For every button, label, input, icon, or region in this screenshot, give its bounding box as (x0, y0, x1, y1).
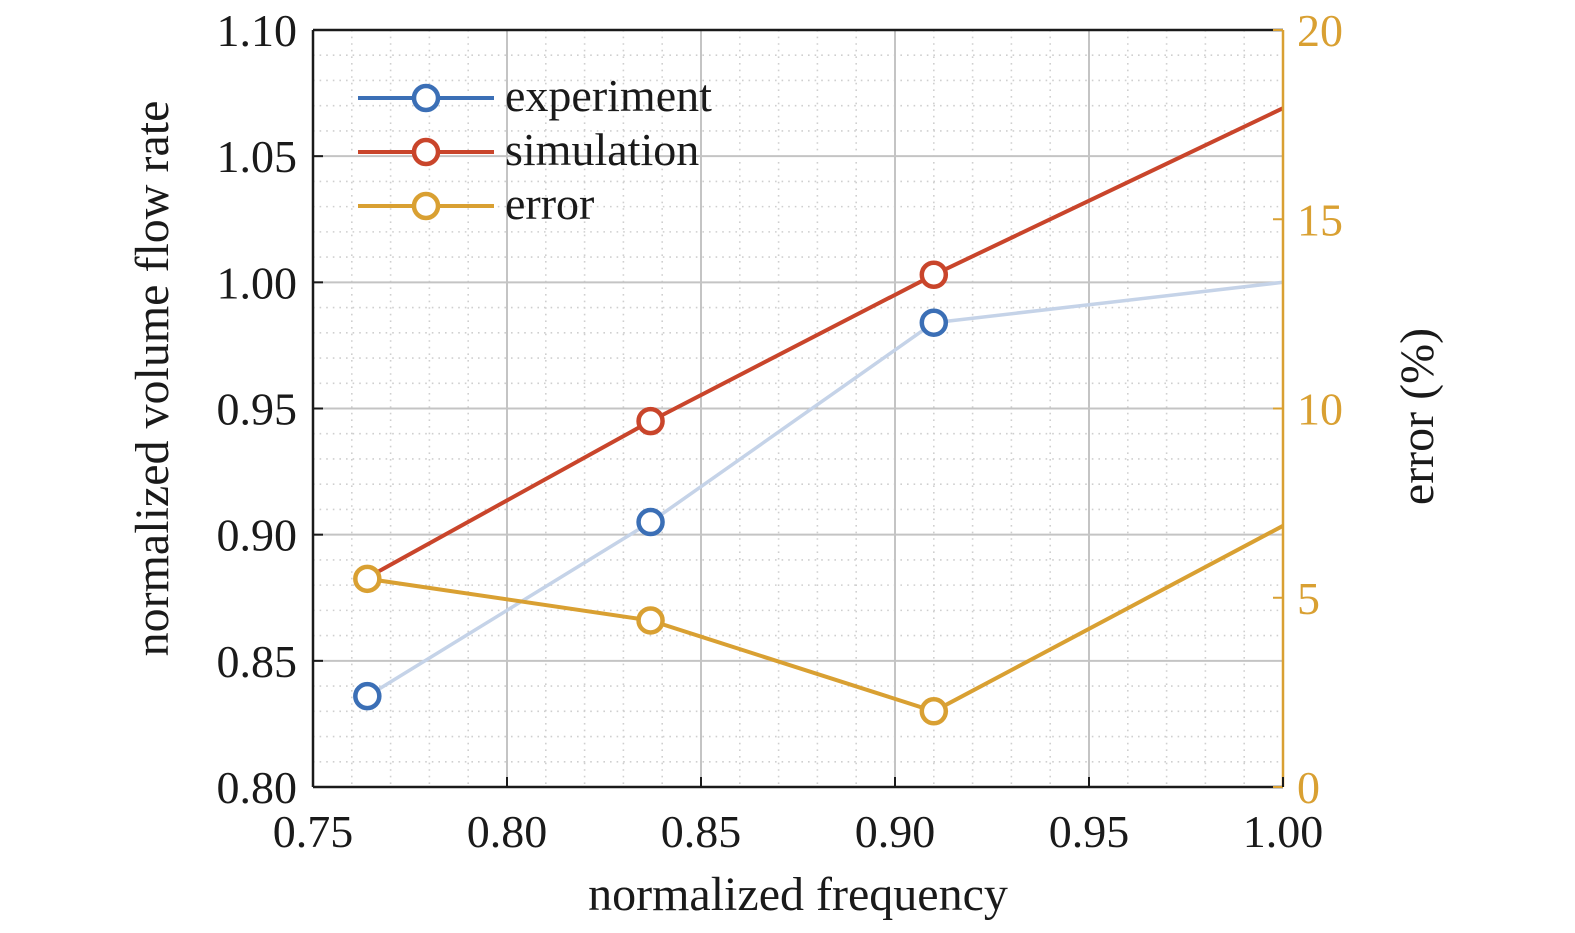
y-axis-title: normalized volume flow rate (126, 101, 179, 657)
simulation-legend-marker (411, 137, 441, 167)
left-y-axis-ticks: 0.80 0.85 0.90 0.95 1.00 1.05 1.10 (217, 5, 298, 813)
y-tick-label: 0.85 (217, 636, 298, 687)
error-legend-label: error (505, 178, 594, 229)
y-tick-label: 0.95 (217, 384, 298, 435)
simulation-legend-label: simulation (505, 124, 699, 175)
right-y-axis-ticks: 0 5 10 15 20 (1297, 5, 1343, 813)
y-tick-label: 0.80 (217, 762, 298, 813)
right-y-tick-label: 5 (1297, 573, 1320, 624)
experiment-data-point (636, 507, 665, 537)
right-y-tick-label: 10 (1297, 384, 1343, 435)
error-legend-marker (411, 191, 441, 221)
x-axis-ticks: 0.75 0.80 0.85 0.90 0.95 1.00 (273, 806, 1324, 857)
experiment-legend-label: experiment (505, 70, 712, 121)
series-markers (353, 260, 949, 726)
error-data-point (636, 606, 665, 635)
simulation-data-point (636, 406, 665, 436)
axes (311, 28, 1285, 789)
y-tick-label: 1.10 (217, 5, 298, 56)
x-tick-label: 1.00 (1243, 806, 1324, 857)
simulation-data-point (919, 260, 949, 290)
simulation-series-line (366, 106, 1284, 580)
y-tick-label: 1.00 (217, 257, 298, 308)
y-tick-label: 0.90 (217, 510, 298, 561)
series-lines (366, 106, 1284, 714)
x-axis-title: normalized frequency (588, 868, 1008, 921)
error-data-point (353, 564, 382, 594)
right-y-tick-label: 0 (1297, 762, 1320, 813)
right-y-axis-title: error (%) (1391, 328, 1444, 505)
error-series-line (367, 524, 1284, 714)
error-data-point (919, 697, 949, 726)
x-tick-label: 0.75 (273, 806, 354, 857)
right-y-tick-label: 15 (1297, 194, 1343, 245)
experiment-legend-marker (411, 83, 441, 113)
x-tick-label: 0.80 (467, 806, 548, 857)
major-grid (313, 30, 1283, 787)
x-tick-label: 0.90 (855, 806, 936, 857)
experiment-series-line (366, 280, 1284, 698)
y-tick-label: 1.05 (217, 131, 298, 182)
x-tick-label: 0.95 (1049, 806, 1130, 857)
experiment-data-point (919, 308, 949, 337)
experiment-data-point (353, 681, 382, 711)
x-tick-label: 0.85 (661, 806, 742, 857)
right-y-tick-label: 20 (1297, 5, 1343, 56)
